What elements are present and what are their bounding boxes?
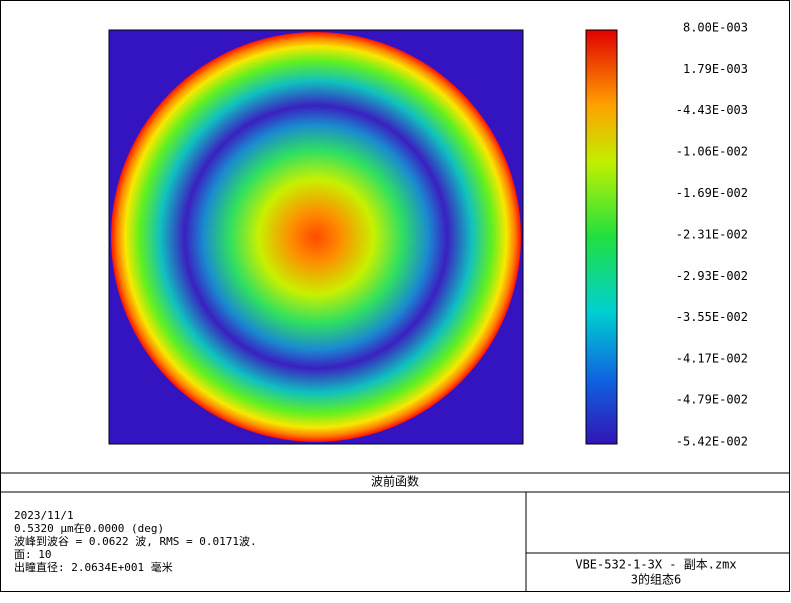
colorbar-tick-label: 1.79E-003: [683, 62, 748, 76]
colorbar-tick-label: -1.69E-002: [676, 186, 748, 200]
info-line: 0.5320 µm在0.0000 (deg): [14, 522, 164, 535]
colorbar-tick-label: -4.17E-002: [676, 351, 748, 365]
colorbar-tick-label: -2.31E-002: [676, 228, 748, 242]
colorbar-tick-label: -2.93E-002: [676, 269, 748, 283]
wavefront-pupil: [111, 32, 521, 442]
colorbar-tick-label: -4.43E-003: [676, 103, 748, 117]
colorbar-tick-label: -5.42E-002: [676, 435, 748, 449]
info-line: 出瞳直径: 2.0634E+001 毫米: [14, 560, 173, 574]
colorbar-tick-label: -3.55E-002: [676, 310, 748, 324]
chart-title: 波前函数: [371, 474, 419, 489]
colorbar-tick-label: 8.00E-003: [683, 21, 748, 35]
colorbar-tick-label: -4.79E-002: [676, 393, 748, 407]
info-line: 波峰到波谷 = 0.0622 波, RMS = 0.0171波.: [14, 535, 257, 548]
config: 3的组态6: [631, 572, 681, 587]
colorbar-tick-label: -1.06E-002: [676, 144, 748, 158]
colorbar: [585, 29, 618, 445]
file-name: VBE-532-1-3X - 副本.zmx: [575, 558, 736, 572]
info-line: 2023/11/1: [14, 509, 74, 522]
info-line: 面: 10: [14, 548, 52, 561]
